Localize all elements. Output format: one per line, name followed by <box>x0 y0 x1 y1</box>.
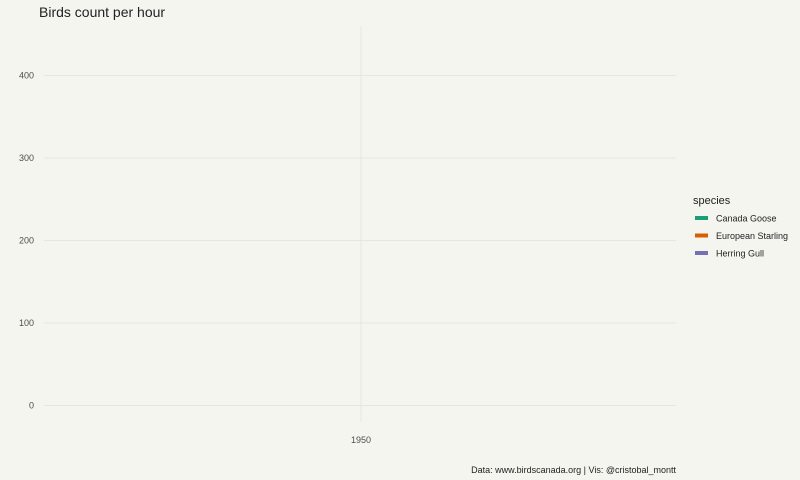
y-tick-label: 400 <box>19 71 34 81</box>
y-tick-label: 100 <box>19 318 34 328</box>
legend: species Canada Goose European Starling Her… <box>693 195 788 259</box>
legend-label: Canada Goose <box>716 214 777 224</box>
legend-title: species <box>693 195 731 207</box>
y-tick-label: 0 <box>29 401 34 411</box>
x-axis-ticks: 1950 <box>351 435 371 445</box>
legend-swatch <box>695 251 708 255</box>
y-tick-label: 200 <box>19 236 34 246</box>
x-tick-label: 1950 <box>351 435 371 445</box>
y-gridlines <box>44 75 676 406</box>
legend-label: Herring Gull <box>716 249 764 259</box>
chart-title: Birds count per hour <box>39 4 165 20</box>
y-axis-ticks: 0 100 200 300 400 <box>19 71 34 411</box>
chart-caption: Data: www.birdscanada.org | Vis: @cristo… <box>471 465 676 475</box>
legend-label: European Starling <box>716 231 788 241</box>
legend-swatch <box>695 216 708 220</box>
y-tick-label: 300 <box>19 153 34 163</box>
legend-swatch <box>695 233 708 238</box>
